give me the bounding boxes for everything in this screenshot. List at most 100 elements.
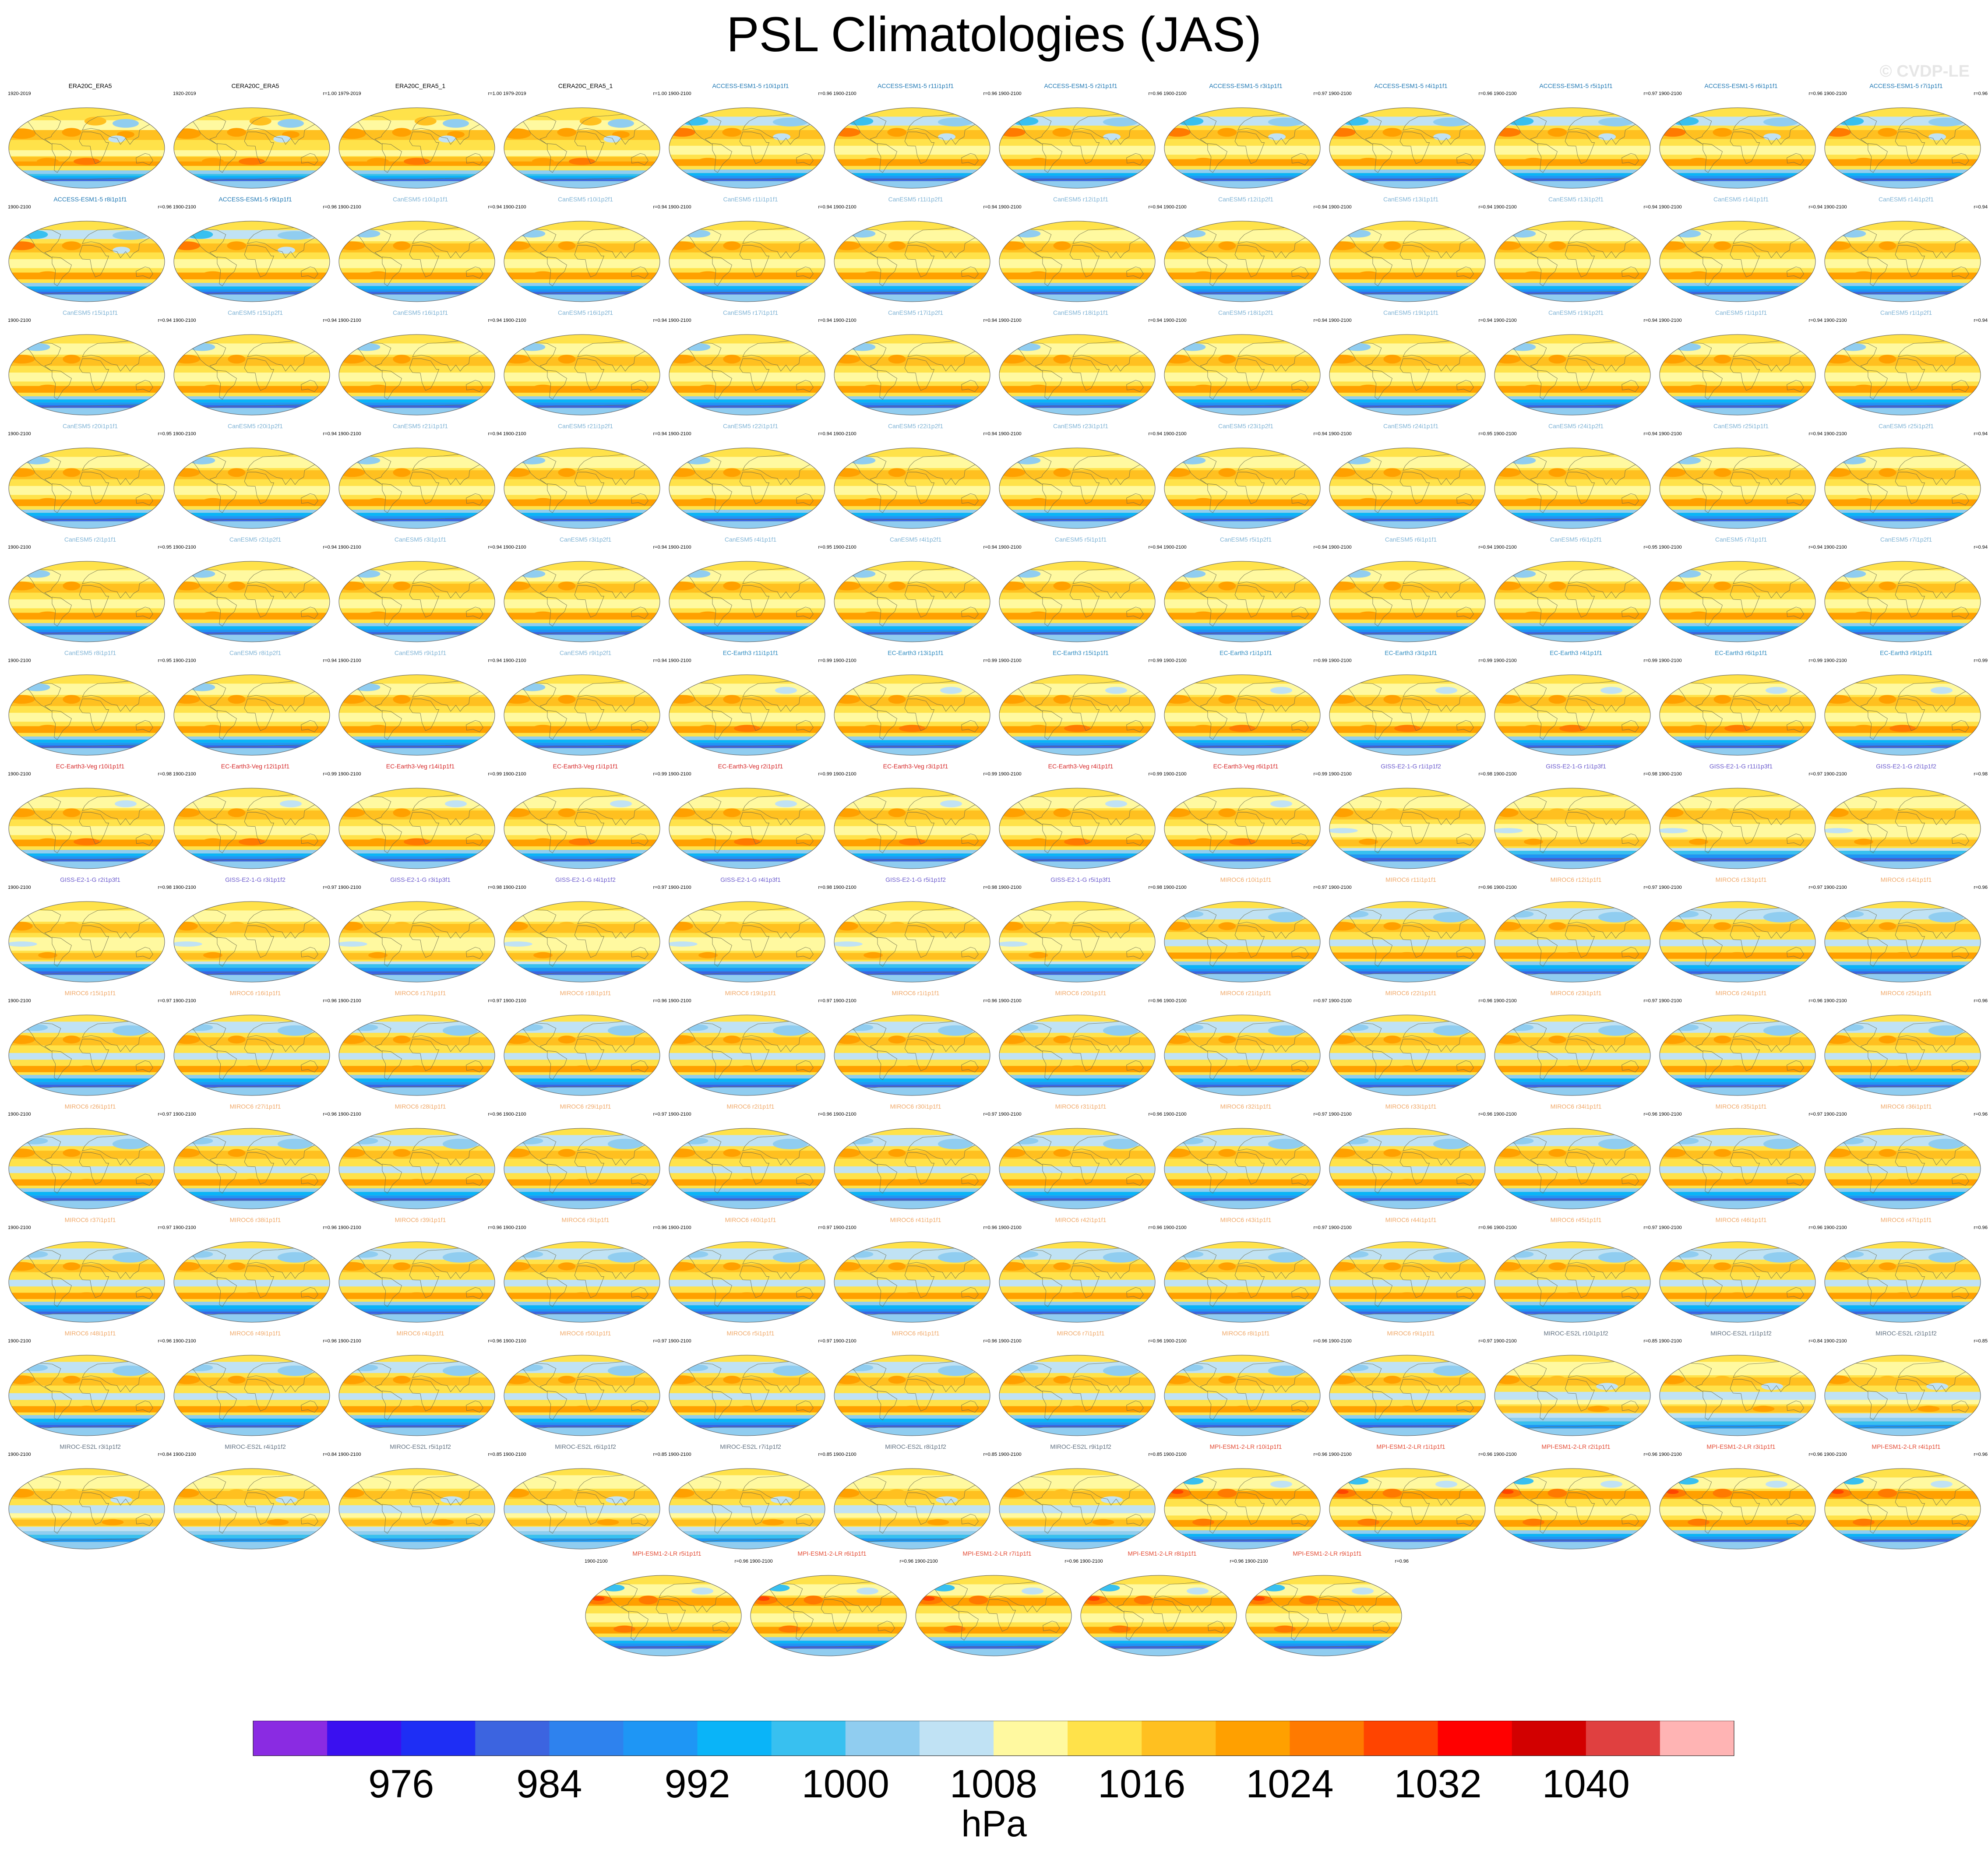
field-band <box>834 1505 990 1514</box>
field-band <box>174 1087 330 1095</box>
field-anomaly <box>199 408 210 411</box>
field-anomaly <box>1053 1262 1071 1271</box>
field-band <box>669 613 825 620</box>
field-band <box>1164 850 1320 854</box>
coastline <box>339 1085 495 1095</box>
field-anomaly <box>933 1584 955 1592</box>
field-band <box>669 513 825 516</box>
field-anomaly <box>228 1376 246 1384</box>
map-panel: MIROC-ES2L r4i1p1f2 1900-2100 r=0.84 <box>173 1443 338 1552</box>
field-band <box>174 179 330 181</box>
coastline <box>1730 1265 1760 1298</box>
coastline <box>834 972 990 982</box>
field-band <box>669 408 825 415</box>
field-anomaly <box>1515 409 1535 414</box>
coastline <box>739 1379 769 1412</box>
field-band <box>1329 518 1485 521</box>
map-panel: GISS-E2-1-G r3i1p1f2 1900-2100 r=0.97 <box>173 876 338 985</box>
field-band <box>504 181 660 188</box>
field-band <box>834 1309 990 1312</box>
field-band <box>1495 510 1650 513</box>
map-border <box>1494 447 1651 529</box>
map-panel: CanESM5 r1i1p2f1 1900-2100 r=0.94 <box>1824 309 1988 418</box>
coastline <box>1895 698 1925 731</box>
field-band <box>1329 1393 1485 1400</box>
map-panel: EC-Earth3-Veg r12i1p1f1 1900-2100 r=0.99 <box>173 763 338 871</box>
panel-title: EC-Earth3-Veg r1i1p1f1 <box>553 763 618 770</box>
coastline <box>1895 925 1925 958</box>
panel-correlation: r=0.96 <box>1148 1112 1163 1117</box>
field-band <box>1329 259 1485 268</box>
field-anomaly <box>1515 296 1535 300</box>
panel-title: CanESM5 r10i1p2f1 <box>557 196 613 203</box>
field-band <box>1164 1085 1320 1088</box>
field-anomaly <box>1218 922 1236 930</box>
field-anomaly <box>278 247 296 254</box>
field-band <box>1495 1053 1650 1060</box>
field-band <box>9 1074 165 1079</box>
field-anomaly <box>938 1025 973 1036</box>
coastline <box>339 405 495 415</box>
field-band <box>1660 848 1815 851</box>
field-band <box>504 1195 660 1198</box>
field-band <box>1495 599 1650 609</box>
field-anomaly <box>393 808 411 817</box>
panel-map <box>1329 561 1486 642</box>
coastline <box>1898 1361 1977 1392</box>
map-border <box>669 447 825 529</box>
map-border <box>173 1468 330 1550</box>
coastline <box>712 1050 732 1080</box>
field-anomaly <box>519 570 546 578</box>
field-anomaly <box>855 522 874 527</box>
panel-map <box>173 1014 330 1096</box>
field-band <box>339 961 495 965</box>
coastline <box>1399 585 1430 618</box>
coastline <box>1237 567 1317 599</box>
field-band <box>504 968 660 972</box>
field-anomaly <box>669 1169 704 1173</box>
panel-correlation: r=0.84 <box>323 1452 337 1457</box>
coastline <box>1336 229 1382 258</box>
map-panel: GISS-E2-1-G r1i1p3f1 1900-2100 r=0.98 <box>1494 763 1658 871</box>
field-anomaly <box>1352 1587 1374 1595</box>
coastline <box>15 1022 61 1052</box>
field-band <box>1825 1279 1981 1287</box>
panel-years: 1900-2100 <box>668 1452 691 1457</box>
field-band <box>9 408 165 415</box>
field-band <box>1825 1151 1981 1159</box>
map-border <box>504 1468 660 1550</box>
field-anomaly <box>1383 1035 1401 1044</box>
coastline <box>999 1085 1155 1095</box>
field-band <box>999 272 1155 279</box>
field-band <box>1660 1506 1815 1516</box>
coastline <box>1730 472 1760 504</box>
field-anomaly <box>1853 725 1875 732</box>
map-border <box>1659 107 1816 189</box>
field-band <box>999 748 1155 755</box>
panel-title: GISS-E2-1-G r2i1p1f2 <box>1876 763 1936 770</box>
field-band <box>834 1087 990 1095</box>
field-band <box>9 283 165 287</box>
coastline <box>1087 1583 1133 1613</box>
field-band <box>834 405 990 408</box>
coastline <box>409 131 439 164</box>
field-band <box>174 294 330 302</box>
field-band <box>669 516 825 519</box>
field-band <box>1825 683 1981 695</box>
field-band <box>1329 961 1485 965</box>
map-border <box>834 334 990 416</box>
field-band <box>9 1078 165 1082</box>
panel-years: 1900-2100 <box>1329 998 1352 1004</box>
panel-correlation: r=0.95 <box>1643 545 1658 550</box>
panel-map <box>504 447 660 529</box>
field-band <box>669 924 825 933</box>
coastline <box>796 266 814 279</box>
field-anomaly <box>862 384 884 392</box>
coastline <box>217 483 237 513</box>
coastline <box>1621 380 1639 392</box>
field-anomaly <box>857 1587 878 1595</box>
coastline <box>510 1022 557 1052</box>
field-anomaly <box>1024 295 1035 298</box>
field-band <box>504 1377 660 1386</box>
panel-correlation: r=0.94 <box>1313 431 1328 437</box>
